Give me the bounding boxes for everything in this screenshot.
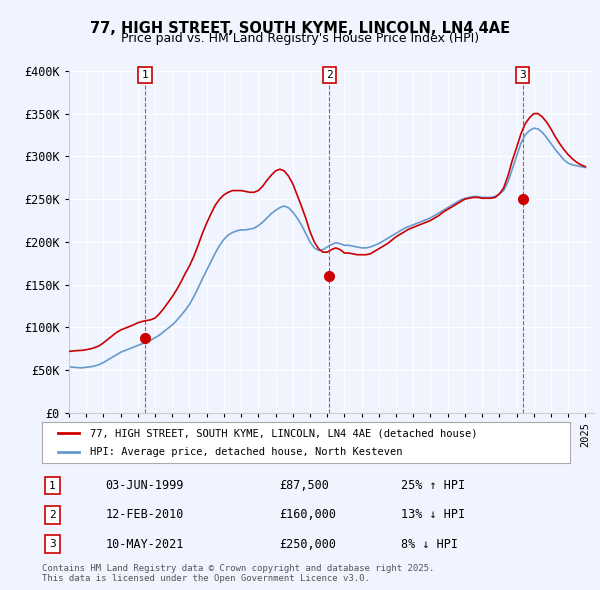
Text: 25% ↑ HPI: 25% ↑ HPI — [401, 479, 465, 492]
Text: 77, HIGH STREET, SOUTH KYME, LINCOLN, LN4 4AE (detached house): 77, HIGH STREET, SOUTH KYME, LINCOLN, LN… — [89, 428, 477, 438]
Text: 77, HIGH STREET, SOUTH KYME, LINCOLN, LN4 4AE: 77, HIGH STREET, SOUTH KYME, LINCOLN, LN… — [90, 21, 510, 35]
Text: 2: 2 — [326, 70, 332, 80]
Text: Price paid vs. HM Land Registry's House Price Index (HPI): Price paid vs. HM Land Registry's House … — [121, 32, 479, 45]
Text: £160,000: £160,000 — [280, 508, 337, 522]
Text: 1: 1 — [49, 480, 56, 490]
Text: 3: 3 — [520, 70, 526, 80]
Text: £250,000: £250,000 — [280, 537, 337, 550]
Text: 10-MAY-2021: 10-MAY-2021 — [106, 537, 184, 550]
Text: 8% ↓ HPI: 8% ↓ HPI — [401, 537, 458, 550]
Text: 1: 1 — [142, 70, 148, 80]
Text: HPI: Average price, detached house, North Kesteven: HPI: Average price, detached house, Nort… — [89, 447, 402, 457]
Text: 03-JUN-1999: 03-JUN-1999 — [106, 479, 184, 492]
Text: 2: 2 — [49, 510, 56, 520]
Text: 13% ↓ HPI: 13% ↓ HPI — [401, 508, 465, 522]
Text: 3: 3 — [49, 539, 56, 549]
Text: 12-FEB-2010: 12-FEB-2010 — [106, 508, 184, 522]
Text: Contains HM Land Registry data © Crown copyright and database right 2025.
This d: Contains HM Land Registry data © Crown c… — [42, 563, 434, 583]
Text: £87,500: £87,500 — [280, 479, 329, 492]
